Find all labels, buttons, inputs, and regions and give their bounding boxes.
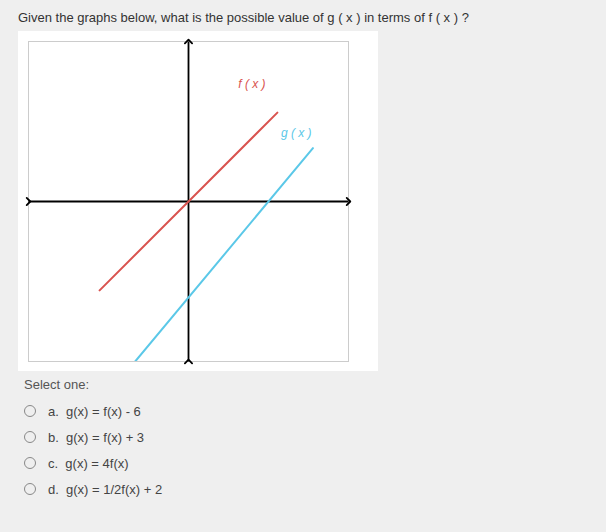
svg-text:f ( x ): f ( x ) xyxy=(238,77,265,91)
html-text:b. g(x) = f(x) + 3: b. g(x) = f(x) + 3 xyxy=(48,429,145,445)
svg-text:g ( x ): g ( x ) xyxy=(281,126,312,140)
html-text:a. g(x) = f(x) - 6: a. g(x) = f(x) - 6 xyxy=(48,403,141,419)
html-text:c. g(x) = 4f(x): c. g(x) = 4f(x) xyxy=(48,455,129,471)
html-text:Select one:: Select one: xyxy=(24,377,89,392)
html-text:Given the graphs below, what i: Given the graphs below, what is the poss… xyxy=(18,10,469,25)
html-text:d. g(x) = 1/2f(x) + 2: d. g(x) = 1/2f(x) + 2 xyxy=(48,481,163,497)
